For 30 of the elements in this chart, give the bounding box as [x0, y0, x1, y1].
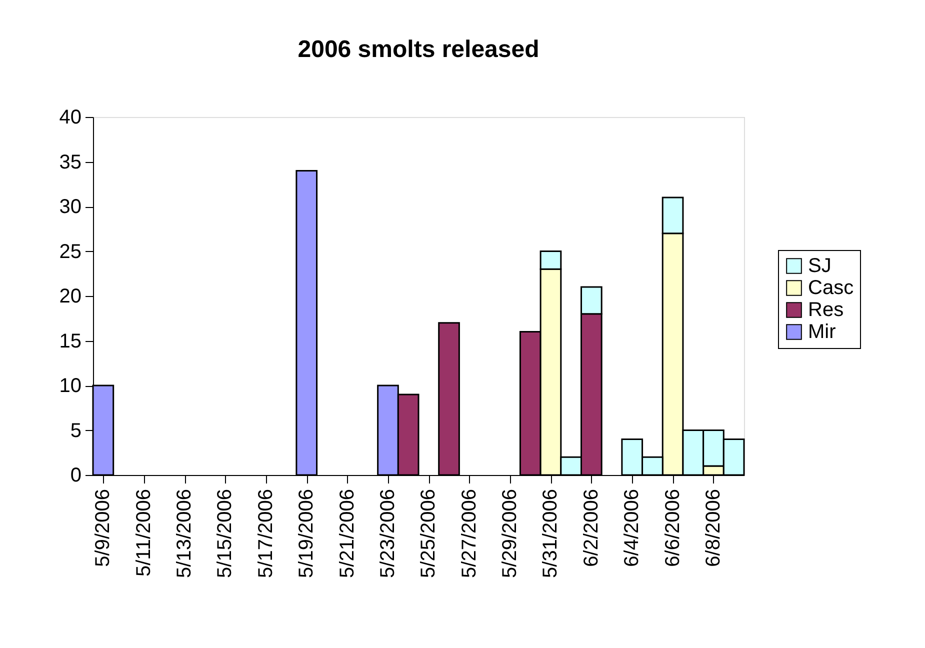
y-tick-label: 30: [59, 196, 82, 218]
y-tick-label: 35: [59, 151, 82, 174]
y-tick-label: 0: [70, 464, 82, 486]
x-tick-label: 5/11/2006: [132, 489, 155, 576]
legend-label: Casc: [808, 277, 854, 299]
y-tick-label: 5: [70, 420, 82, 442]
x-tick-label: 5/17/2006: [254, 489, 277, 578]
x-tick-label: 6/4/2006: [621, 489, 644, 567]
legend-label: Mir: [808, 321, 836, 343]
x-tick-label: 6/2/2006: [580, 489, 602, 567]
y-tick-label: 10: [59, 375, 82, 397]
x-tick-label: 5/27/2006: [458, 489, 480, 578]
x-tick-label: 5/19/2006: [296, 489, 318, 578]
y-tick-label: 15: [59, 330, 82, 352]
chart-title: 2006 smolts released: [298, 36, 540, 63]
y-tick-label: 40: [59, 106, 82, 128]
x-tick-label: 5/29/2006: [499, 489, 522, 578]
x-tick-label: 5/31/2006: [540, 489, 562, 578]
x-tick-label: 5/13/2006: [174, 489, 196, 578]
x-tick-label: 5/9/2006: [92, 489, 114, 567]
x-tick-label: 5/23/2006: [376, 489, 399, 578]
y-tick-label: 25: [59, 240, 82, 263]
x-tick-label: 6/6/2006: [662, 489, 684, 567]
legend-label: Res: [808, 299, 844, 321]
y-tick-label: 20: [59, 286, 82, 308]
x-tick-label: 5/25/2006: [418, 489, 440, 578]
x-tick-label: 6/8/2006: [702, 489, 724, 567]
x-tick-label: 5/21/2006: [336, 489, 358, 578]
x-tick-label: 5/15/2006: [214, 489, 236, 578]
legend-label: SJ: [808, 255, 832, 277]
